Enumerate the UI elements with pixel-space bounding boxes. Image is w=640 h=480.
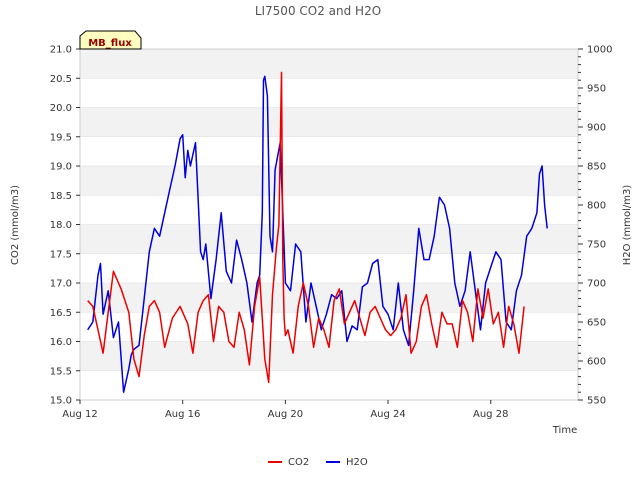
y-left-tick-label: 20.0 xyxy=(50,103,72,114)
y-axis-right: 550 600 650 700 750 800 850 900 950 1000 xyxy=(578,45,612,407)
y-left-tick-label: 19.0 xyxy=(50,162,72,173)
y-left-tick-label: 16.0 xyxy=(50,337,72,348)
y-left-tick-label: 19.5 xyxy=(50,132,72,143)
x-tick-label: Aug 12 xyxy=(62,409,97,420)
x-axis: Aug 12 Aug 16 Aug 20 Aug 24 Aug 28 xyxy=(62,400,508,420)
h2o-series-line xyxy=(87,75,548,393)
x-tick-label: Aug 16 xyxy=(165,409,200,420)
y-right-tick-label: 800 xyxy=(587,201,606,212)
background-bands xyxy=(80,49,578,371)
legend: CO2 H2O xyxy=(268,457,368,468)
y-left-tick-label: 18.0 xyxy=(50,220,72,231)
band xyxy=(80,224,578,254)
legend-h2o-label: H2O xyxy=(346,457,368,468)
y-right-tick-label: 900 xyxy=(587,123,606,134)
y-right-tick-label: 1000 xyxy=(587,45,612,56)
y-axis-right-label: H2O (mmol/m3) xyxy=(622,185,633,266)
band xyxy=(80,107,578,137)
x-tick-label: Aug 28 xyxy=(473,409,508,420)
chart-title: LI7500 CO2 and H2O xyxy=(255,4,381,18)
band xyxy=(80,49,578,79)
y-right-tick-label: 650 xyxy=(587,318,606,329)
x-axis-label: Time xyxy=(552,425,577,436)
y-left-tick-label: 17.0 xyxy=(50,279,72,290)
y-axis-left: 15.0 15.5 16.0 16.5 17.0 17.5 18.0 18.5 19.0 19.5… xyxy=(50,45,80,407)
band xyxy=(80,166,578,196)
badge-label: MB_flux xyxy=(88,38,132,49)
y-right-tick-label: 700 xyxy=(587,279,606,290)
y-left-tick-label: 16.5 xyxy=(50,308,72,319)
y-right-tick-label: 600 xyxy=(587,357,606,368)
y-right-tick-label: 750 xyxy=(587,240,606,251)
y-left-tick-label: 17.5 xyxy=(50,249,72,260)
x-tick-label: Aug 20 xyxy=(268,409,303,420)
band xyxy=(80,283,578,313)
y-left-tick-label: 20.5 xyxy=(50,74,72,85)
co2-series-line xyxy=(87,71,525,384)
y-left-tick-label: 21.0 xyxy=(50,45,72,56)
y-right-tick-label: 850 xyxy=(587,162,606,173)
legend-co2-label: CO2 xyxy=(288,457,309,468)
y-axis-left-label: CO2 (mmol/m3) xyxy=(10,185,21,265)
y-right-tick-label: 550 xyxy=(587,396,606,407)
y-left-tick-label: 18.5 xyxy=(50,191,72,202)
series-lines xyxy=(87,71,548,393)
mb-flux-badge: MB_flux xyxy=(79,30,142,50)
y-left-tick-label: 15.0 xyxy=(50,396,72,407)
y-left-tick-label: 15.5 xyxy=(50,366,72,377)
y-right-tick-label: 950 xyxy=(587,84,606,95)
x-tick-label: Aug 24 xyxy=(370,409,405,420)
badge-shape xyxy=(79,30,142,50)
